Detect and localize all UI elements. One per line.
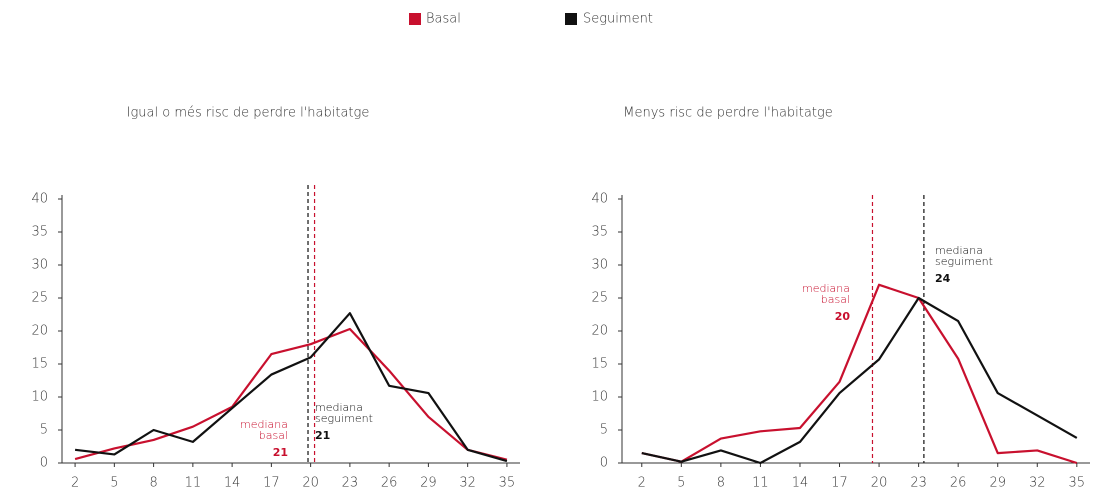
x-tick-label: 26: [950, 476, 967, 491]
annotation-text: seguiment: [935, 255, 993, 268]
annotation-text: basal: [821, 293, 850, 306]
chart-title: Igual o més risc de perdre l'habitatge: [127, 106, 370, 121]
y-tick-label: 15: [591, 357, 608, 372]
legend-swatch: [409, 13, 421, 25]
x-tick-label: 8: [717, 476, 725, 491]
x-tick-label: 20: [302, 476, 319, 491]
y-tick-label: 20: [31, 324, 48, 339]
y-tick-label: 30: [31, 258, 48, 273]
x-tick-label: 32: [1029, 476, 1046, 491]
x-tick-label: 17: [831, 476, 848, 491]
x-tick-label: 29: [989, 476, 1006, 491]
x-tick-label: 14: [224, 476, 241, 491]
y-tick-label: 0: [40, 456, 48, 471]
annotation-value: 20: [835, 310, 851, 323]
y-tick-label: 40: [591, 192, 608, 207]
y-tick-label: 15: [31, 357, 48, 372]
x-tick-label: 23: [342, 476, 359, 491]
y-tick-label: 35: [591, 225, 608, 240]
y-tick-label: 10: [31, 390, 48, 405]
annotation-text: mediana: [935, 244, 983, 257]
y-tick-label: 5: [40, 423, 48, 438]
annotation-text: seguiment: [315, 412, 373, 425]
series-line: [74, 327, 508, 461]
x-tick-label: 26: [381, 476, 398, 491]
annotation-text: mediana: [240, 418, 288, 431]
y-tick-label: 5: [600, 423, 608, 438]
y-tick-label: 20: [591, 324, 608, 339]
x-tick-label: 14: [792, 476, 809, 491]
x-tick-label: 2: [638, 476, 646, 491]
x-tick-label: 17: [263, 476, 280, 491]
y-tick-label: 30: [591, 258, 608, 273]
annotation-text: mediana: [315, 401, 363, 414]
y-tick-label: 25: [31, 291, 48, 306]
y-tick-label: 40: [31, 192, 48, 207]
annotation-value: 21: [273, 446, 288, 459]
legend-label: Seguiment: [583, 12, 653, 27]
annotation-value: 24: [935, 272, 951, 285]
series-line: [641, 296, 1078, 465]
y-tick-label: 10: [591, 390, 608, 405]
x-tick-label: 35: [499, 476, 516, 491]
annotation-text: basal: [259, 429, 288, 442]
x-tick-label: 20: [871, 476, 888, 491]
y-tick-label: 35: [31, 225, 48, 240]
legend-swatch: [565, 13, 577, 25]
series-line: [74, 312, 508, 463]
x-tick-label: 8: [149, 476, 157, 491]
x-tick-label: 11: [185, 476, 202, 491]
y-tick-label: 25: [591, 291, 608, 306]
chart-title: Menys risc de perdre l'habitatge: [623, 106, 832, 121]
x-tick-label: 35: [1069, 476, 1086, 491]
x-tick-label: 5: [677, 476, 685, 491]
legend-label: Basal: [426, 12, 461, 27]
x-tick-label: 29: [420, 476, 437, 491]
y-tick-label: 0: [600, 456, 608, 471]
x-tick-label: 2: [71, 476, 79, 491]
x-tick-label: 11: [752, 476, 769, 491]
x-tick-label: 32: [459, 476, 476, 491]
annotation-value: 21: [315, 429, 330, 442]
series-line: [641, 283, 1078, 465]
x-tick-label: 23: [910, 476, 927, 491]
annotation-text: mediana: [802, 282, 850, 295]
x-tick-label: 5: [110, 476, 118, 491]
